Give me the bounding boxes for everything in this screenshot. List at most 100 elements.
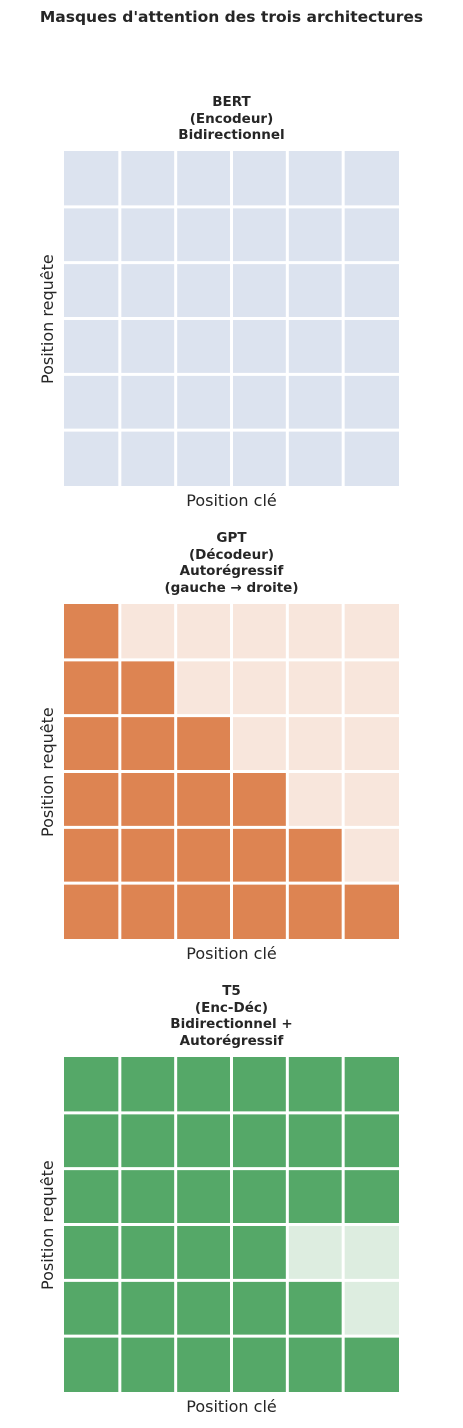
heatmap-cell — [119, 318, 176, 375]
heatmap-cell — [64, 318, 120, 375]
heatmap-cell — [175, 883, 232, 939]
heatmap-cell — [64, 827, 120, 884]
heatmap-cell — [287, 1280, 344, 1337]
heatmap-cell — [231, 1280, 288, 1337]
heatmap-cell — [231, 262, 288, 319]
heatmap-cell — [343, 151, 399, 207]
heatmap-cell — [64, 1280, 120, 1337]
y-axis-label: Position requête — [38, 706, 57, 837]
heatmap-cell — [175, 1168, 232, 1225]
heatmap-cell — [119, 659, 176, 716]
heatmap-cell — [64, 262, 120, 319]
heatmap-cell — [64, 206, 120, 263]
heatmap-cell — [175, 430, 232, 486]
heatmap-cell — [64, 771, 120, 828]
heatmap-cell — [119, 715, 176, 772]
heatmap-cell — [175, 1224, 232, 1281]
heatmap-cell — [343, 883, 399, 939]
heatmap-cell — [287, 430, 344, 486]
heatmap-cell — [119, 883, 176, 939]
heatmap-cell — [343, 715, 399, 772]
heatmap-cell — [343, 374, 399, 431]
heatmap-cell — [287, 883, 344, 939]
heatmap-cell — [175, 827, 232, 884]
heatmap-grid — [64, 1057, 399, 1392]
heatmap-cell — [231, 151, 288, 207]
heatmap-cell — [287, 771, 344, 828]
heatmap-cell — [64, 430, 120, 486]
heatmap-cell — [64, 883, 120, 939]
chart-title: BERT (Encodeur) Bidirectionnel — [178, 94, 285, 144]
heatmap-grid — [64, 604, 399, 939]
heatmap-cell — [119, 1168, 176, 1225]
heatmap-cell — [343, 1336, 399, 1392]
heatmap-cell — [231, 771, 288, 828]
heatmap-cell — [119, 604, 176, 660]
heatmap-cell — [175, 151, 232, 207]
heatmap-cell — [287, 715, 344, 772]
x-axis-label: Position clé — [186, 491, 277, 510]
heatmap-cell — [175, 715, 232, 772]
heatmap-cell — [119, 206, 176, 263]
heatmap-cell — [287, 1112, 344, 1169]
heatmap-cell — [231, 715, 288, 772]
heatmap-cell — [287, 604, 344, 660]
heatmap-cell — [119, 1224, 176, 1281]
heatmap-cell — [175, 604, 232, 660]
heatmap-cell — [287, 1224, 344, 1281]
figure-title: Masques d'attention des trois architectu… — [39, 8, 424, 26]
heatmap-cell — [231, 206, 288, 263]
heatmap-cell — [231, 827, 288, 884]
heatmap-cell — [64, 1336, 120, 1392]
heatmap-cell — [231, 659, 288, 716]
heatmap-cell — [175, 1112, 232, 1169]
heatmap-cell — [175, 771, 232, 828]
heatmap-cell — [231, 1224, 288, 1281]
heatmap-cell — [119, 430, 176, 486]
heatmap-cell — [175, 659, 232, 716]
heatmap-cell — [119, 1112, 176, 1169]
heatmap-cell — [175, 1336, 232, 1392]
heatmap-cell — [231, 1112, 288, 1169]
heatmap-cell — [175, 262, 232, 319]
heatmap-cell — [64, 374, 120, 431]
heatmap-cell — [231, 1057, 288, 1113]
heatmap-cell — [119, 1336, 176, 1392]
heatmap-cell — [64, 1224, 120, 1281]
heatmap-cell — [287, 318, 344, 375]
heatmap-cell — [343, 659, 399, 716]
heatmap-cell — [231, 604, 288, 660]
heatmap-cell — [119, 827, 176, 884]
heatmap-cell — [343, 1280, 399, 1337]
chart-title: T5 (Enc-Déc) Bidirectionnel + Autorégres… — [170, 983, 293, 1050]
heatmap-cell — [119, 374, 176, 431]
heatmap-cell — [64, 151, 120, 207]
x-axis-label: Position clé — [186, 1397, 277, 1416]
heatmap-cell — [287, 262, 344, 319]
heatmap-cell — [287, 1168, 344, 1225]
heatmap-cell — [343, 430, 399, 486]
heatmap-cell — [119, 262, 176, 319]
heatmap-cell — [287, 206, 344, 263]
heatmap-cell — [64, 715, 120, 772]
heatmap-cell — [287, 827, 344, 884]
heatmap-cell — [231, 1168, 288, 1225]
x-axis-label: Position clé — [186, 944, 277, 963]
chart-title: GPT (Décodeur) Autorégressif (gauche → d… — [164, 530, 299, 597]
heatmap-cell — [119, 771, 176, 828]
heatmap-cell — [64, 604, 120, 660]
heatmap-cell — [343, 206, 399, 263]
heatmap-cell — [343, 604, 399, 660]
heatmap-cell — [175, 318, 232, 375]
heatmap-cell — [119, 1057, 176, 1113]
heatmap-cell — [343, 262, 399, 319]
heatmap-cell — [343, 1057, 399, 1113]
heatmap-cell — [64, 1168, 120, 1225]
heatmap-cell — [119, 1280, 176, 1337]
heatmap-cell — [287, 151, 344, 207]
heatmap-cell — [175, 1280, 232, 1337]
heatmap-cell — [343, 1112, 399, 1169]
heatmap-cell — [231, 1336, 288, 1392]
heatmap-cell — [231, 883, 288, 939]
heatmap-cell — [287, 1336, 344, 1392]
